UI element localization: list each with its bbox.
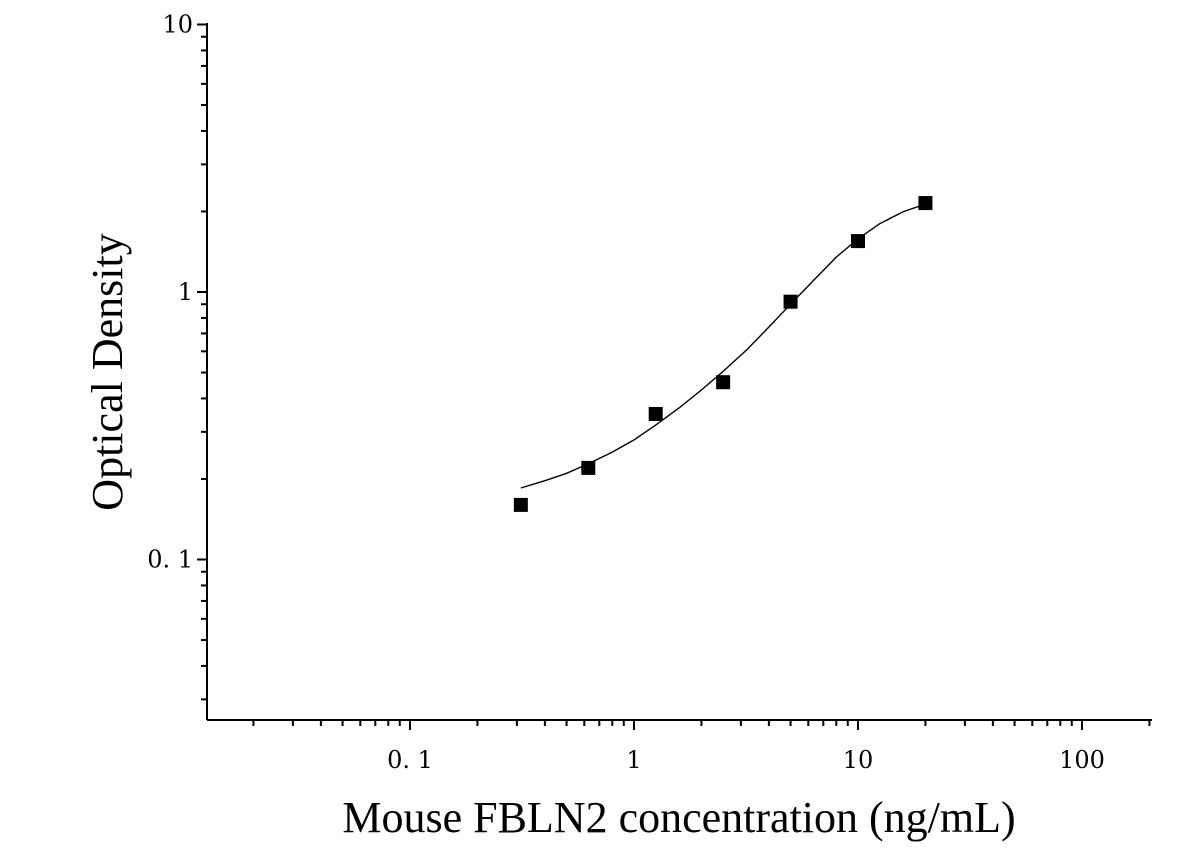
data-point <box>513 497 528 512</box>
y-axis-title: Optical Density <box>83 233 132 510</box>
x-tick-label: 10 <box>843 746 874 774</box>
points-layer <box>513 196 933 512</box>
y-tick-label: 0. 1 <box>147 546 193 574</box>
data-point <box>851 234 865 249</box>
data-point <box>648 406 663 421</box>
x-tick-labels: 0. 1 1 10 100 <box>387 746 1105 774</box>
x-axis-title: Mouse FBLN2 concentration (ng/mL) <box>342 793 1015 842</box>
data-point <box>716 375 731 390</box>
y-tick-label: 1 <box>178 278 193 306</box>
y-tick-label: 10 <box>162 11 193 39</box>
y-ticks <box>197 23 207 701</box>
x-ticks <box>252 720 1151 730</box>
data-point <box>918 196 933 211</box>
x-tick-label: 1 <box>626 746 641 774</box>
data-point <box>581 460 596 475</box>
y-tick-labels: 0. 1 1 10 <box>147 11 193 574</box>
x-tick-label: 100 <box>1059 746 1105 774</box>
data-point <box>783 294 798 309</box>
x-tick-label: 0. 1 <box>387 746 433 774</box>
